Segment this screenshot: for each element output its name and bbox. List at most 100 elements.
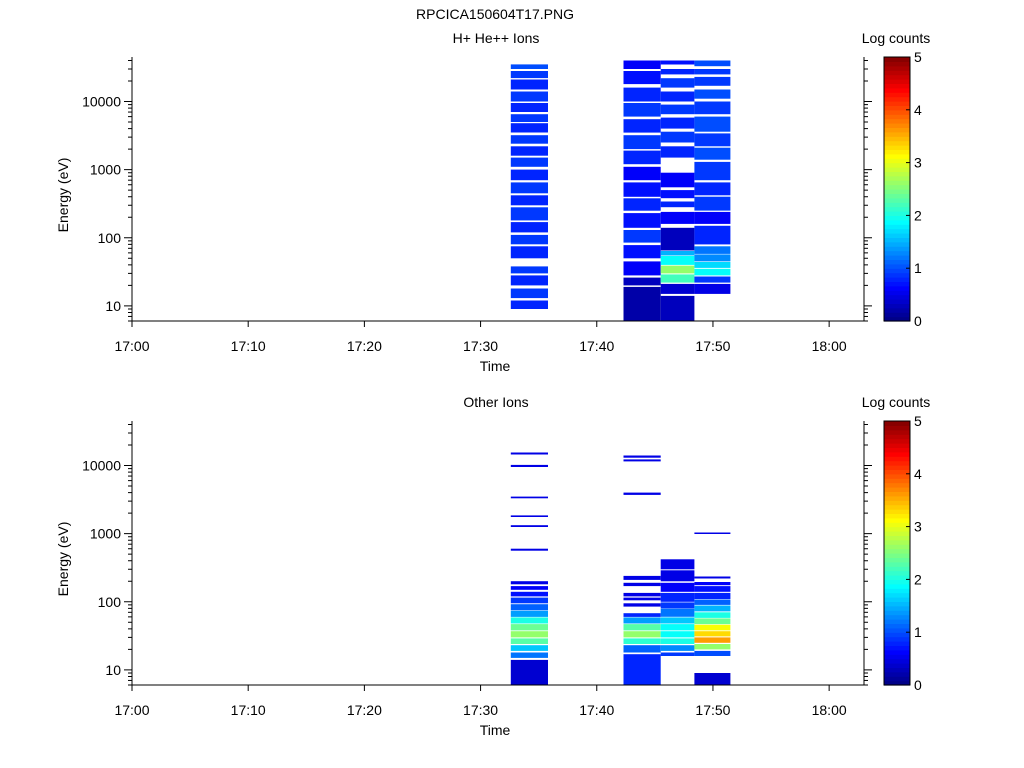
colorbar-label: Log counts: [862, 394, 931, 410]
spectrogram-cell: [623, 492, 661, 495]
spectrogram-cell: [694, 101, 731, 115]
panel-h-he-ions: H+ He++ Ions 17:00 17:10 17:20 17:30 17:40 17:…: [55, 30, 930, 374]
spectrogram-cell: [623, 575, 661, 580]
colorbar-segment: [884, 290, 910, 296]
spectrogram-cell: [510, 638, 548, 644]
x-tick-label: 18:00: [812, 338, 847, 354]
spectrogram-cell: [694, 254, 731, 262]
spectrogram-cell: [660, 190, 695, 199]
colorbar-segment: [884, 447, 910, 453]
colorbar-segment: [884, 307, 910, 313]
colorbar-segment: [884, 619, 910, 624]
colorbar-segment: [884, 184, 910, 190]
spectrogram-cell: [623, 103, 661, 117]
spectrogram-cell: [510, 645, 548, 651]
spectrogram-cell: [510, 222, 548, 233]
spectrogram-cell: [660, 172, 695, 188]
colorbar-segment: [884, 202, 910, 208]
colorbar-segment: [884, 592, 910, 598]
spectrogram-cell: [623, 459, 661, 462]
colorbar-tick-label: 2: [914, 207, 922, 223]
x-axis-label: Time: [480, 358, 511, 374]
colorbar-segment: [884, 680, 910, 686]
spectrogram-cell: [694, 650, 731, 656]
colorbar-segment: [884, 513, 910, 519]
colorbar-segment: [884, 92, 910, 98]
y-axis-label: Energy (eV): [55, 158, 71, 233]
spectrogram-cell: [623, 597, 661, 601]
spectrogram-cell: [510, 182, 548, 194]
spectrogram-cell: [510, 581, 548, 585]
colorbar-segment: [884, 145, 910, 150]
spectrogram-cell: [510, 91, 548, 102]
colorbar-segment: [884, 539, 910, 545]
spectrogram-cell: [623, 603, 661, 607]
x-tick-label: 17:30: [463, 702, 498, 718]
colorbar-segment: [884, 579, 910, 585]
colorbar-segment: [884, 566, 910, 572]
colorbar-segment: [884, 636, 910, 642]
colorbar-segment: [884, 544, 910, 550]
colorbar-segment: [884, 219, 910, 225]
colorbar-segment: [884, 268, 910, 274]
spectrogram-cell: [510, 135, 548, 144]
colorbar-segment: [884, 421, 910, 426]
colorbar-segment: [884, 285, 910, 291]
spectrogram-cell: [623, 119, 661, 133]
spectrogram-cell: [510, 464, 548, 467]
x-tick-label: 17:00: [114, 338, 149, 354]
spectrogram-cell: [660, 624, 695, 631]
spectrogram-cell: [510, 288, 548, 299]
colorbar-segment: [884, 241, 910, 247]
spectrogram-cell: [660, 78, 695, 88]
colorbar-segment: [884, 70, 910, 76]
spectrogram-cell: [510, 548, 548, 551]
spectrogram-cell: [510, 114, 548, 122]
spectrogram-cell: [510, 610, 548, 617]
colorbar-tick-label: 1: [914, 624, 922, 640]
colorbar-tick-label: 0: [914, 677, 922, 693]
spectrogram-cell: [694, 196, 731, 211]
spectrogram-cell: [510, 146, 548, 156]
x-tick-label: 18:00: [812, 702, 847, 718]
colorbar-segment: [884, 118, 910, 124]
spectrogram-cell: [623, 638, 661, 644]
colorbar-segment: [884, 105, 910, 111]
spectrogram-cell: [623, 198, 661, 211]
spectrogram-cell: [510, 525, 548, 527]
colorbar-segment: [884, 491, 910, 497]
x-tick-label: 17:50: [695, 702, 730, 718]
colorbar-segment: [884, 535, 910, 541]
spectrogram-cell: [660, 638, 695, 644]
spectrogram-cell: [623, 617, 661, 624]
colorbar-segment: [884, 526, 910, 532]
spectrogram-cell: [660, 602, 695, 609]
spectrogram-cell: [660, 256, 695, 265]
y-tick-label: 1000: [90, 162, 121, 178]
colorbar-segment: [884, 561, 910, 567]
spectrogram-cell: [660, 117, 695, 129]
spectrogram-cell: [660, 104, 695, 115]
colorbar-segment: [884, 605, 910, 611]
x-tick-label: 17:40: [579, 338, 614, 354]
colorbar-segment: [884, 478, 910, 484]
spectrogram-cell: [510, 64, 548, 69]
spectrogram-cells: [510, 452, 731, 685]
colorbar-segment: [884, 109, 910, 115]
spectrogram-cell: [623, 624, 661, 631]
spectrogram-cell: [510, 300, 548, 309]
spectrogram-cell: [694, 532, 731, 534]
spectrogram-cell: [510, 275, 548, 286]
colorbar-segment: [884, 228, 910, 234]
spectrogram-cell: [623, 245, 661, 259]
colorbar-segment: [884, 487, 910, 492]
colorbar-tick-label: 2: [914, 571, 922, 587]
spectrogram-cell: [660, 265, 695, 274]
colorbar-segment: [884, 303, 910, 309]
colorbar-segment: [884, 65, 910, 71]
spectrogram-cell: [623, 592, 661, 597]
spectrogram-cell: [694, 89, 731, 99]
spectrogram-cell: [694, 644, 731, 650]
spectrogram-cell: [510, 659, 548, 685]
